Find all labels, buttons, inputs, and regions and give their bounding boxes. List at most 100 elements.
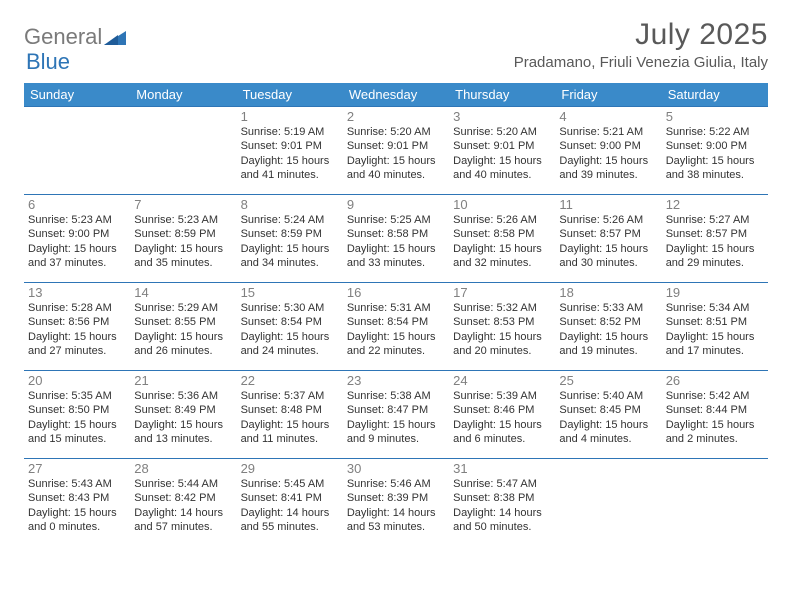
day-details: Sunrise: 5:31 AMSunset: 8:54 PMDaylight:… <box>347 301 445 358</box>
day-detail-line: Sunset: 8:46 PM <box>453 403 551 417</box>
day-details: Sunrise: 5:38 AMSunset: 8:47 PMDaylight:… <box>347 389 445 446</box>
day-detail-line: and 33 minutes. <box>347 256 445 270</box>
day-number: 8 <box>241 197 339 212</box>
day-details: Sunrise: 5:27 AMSunset: 8:57 PMDaylight:… <box>666 213 764 270</box>
day-detail-line: Sunrise: 5:31 AM <box>347 301 445 315</box>
day-detail-line: and 11 minutes. <box>241 432 339 446</box>
calendar-cell: 20Sunrise: 5:35 AMSunset: 8:50 PMDayligh… <box>24 370 130 458</box>
day-detail-line: Sunrise: 5:28 AM <box>28 301 126 315</box>
day-number: 3 <box>453 109 551 124</box>
day-detail-line: and 22 minutes. <box>347 344 445 358</box>
day-detail-line: Daylight: 15 hours <box>666 154 764 168</box>
calendar-cell: 19Sunrise: 5:34 AMSunset: 8:51 PMDayligh… <box>662 282 768 370</box>
day-detail-line: and 24 minutes. <box>241 344 339 358</box>
day-detail-line: Sunset: 8:50 PM <box>28 403 126 417</box>
day-detail-line: Sunset: 9:01 PM <box>453 139 551 153</box>
day-detail-line: Sunset: 9:00 PM <box>28 227 126 241</box>
calendar-week-row: 1Sunrise: 5:19 AMSunset: 9:01 PMDaylight… <box>24 106 768 194</box>
day-number: 29 <box>241 461 339 476</box>
day-detail-line: Sunrise: 5:44 AM <box>134 477 232 491</box>
day-detail-line: Sunset: 8:45 PM <box>559 403 657 417</box>
calendar-cell: 2Sunrise: 5:20 AMSunset: 9:01 PMDaylight… <box>343 106 449 194</box>
day-detail-line: and 13 minutes. <box>134 432 232 446</box>
day-detail-line: Daylight: 15 hours <box>347 418 445 432</box>
day-detail-line: Daylight: 15 hours <box>347 154 445 168</box>
day-details: Sunrise: 5:39 AMSunset: 8:46 PMDaylight:… <box>453 389 551 446</box>
day-detail-line: Sunset: 8:42 PM <box>134 491 232 505</box>
day-detail-line: Daylight: 14 hours <box>241 506 339 520</box>
day-detail-line: and 17 minutes. <box>666 344 764 358</box>
day-detail-line: Sunset: 8:54 PM <box>347 315 445 329</box>
day-details: Sunrise: 5:42 AMSunset: 8:44 PMDaylight:… <box>666 389 764 446</box>
day-number: 24 <box>453 373 551 388</box>
calendar-cell <box>555 458 661 546</box>
title-block: July 2025 Pradamano, Friuli Venezia Giul… <box>514 18 768 71</box>
day-number: 12 <box>666 197 764 212</box>
day-detail-line: Sunrise: 5:21 AM <box>559 125 657 139</box>
calendar-cell: 4Sunrise: 5:21 AMSunset: 9:00 PMDaylight… <box>555 106 661 194</box>
day-number: 6 <box>28 197 126 212</box>
day-detail-line: and 32 minutes. <box>453 256 551 270</box>
day-detail-line: Sunrise: 5:47 AM <box>453 477 551 491</box>
day-detail-line: and 40 minutes. <box>347 168 445 182</box>
brand-shape-icon <box>104 29 126 45</box>
brand-logo: General <box>24 24 128 50</box>
day-number: 22 <box>241 373 339 388</box>
calendar-cell: 8Sunrise: 5:24 AMSunset: 8:59 PMDaylight… <box>237 194 343 282</box>
day-number: 28 <box>134 461 232 476</box>
day-detail-line: Sunset: 8:44 PM <box>666 403 764 417</box>
day-detail-line: Daylight: 15 hours <box>453 418 551 432</box>
month-title: July 2025 <box>514 18 768 52</box>
day-detail-line: Daylight: 15 hours <box>241 154 339 168</box>
day-detail-line: Sunrise: 5:32 AM <box>453 301 551 315</box>
calendar-cell: 7Sunrise: 5:23 AMSunset: 8:59 PMDaylight… <box>130 194 236 282</box>
day-detail-line: Sunrise: 5:36 AM <box>134 389 232 403</box>
day-detail-line: Sunrise: 5:26 AM <box>453 213 551 227</box>
day-detail-line: Sunrise: 5:35 AM <box>28 389 126 403</box>
day-details: Sunrise: 5:23 AMSunset: 8:59 PMDaylight:… <box>134 213 232 270</box>
day-number: 5 <box>666 109 764 124</box>
day-detail-line: Sunrise: 5:33 AM <box>559 301 657 315</box>
day-detail-line: Daylight: 15 hours <box>453 154 551 168</box>
day-detail-line: Sunrise: 5:24 AM <box>241 213 339 227</box>
day-number: 21 <box>134 373 232 388</box>
day-detail-line: and 2 minutes. <box>666 432 764 446</box>
day-detail-line: Daylight: 15 hours <box>347 242 445 256</box>
day-detail-line: Sunrise: 5:30 AM <box>241 301 339 315</box>
day-details: Sunrise: 5:23 AMSunset: 9:00 PMDaylight:… <box>28 213 126 270</box>
calendar-cell: 30Sunrise: 5:46 AMSunset: 8:39 PMDayligh… <box>343 458 449 546</box>
day-detail-line: and 40 minutes. <box>453 168 551 182</box>
day-detail-line: Sunset: 8:47 PM <box>347 403 445 417</box>
day-number: 14 <box>134 285 232 300</box>
calendar-cell: 26Sunrise: 5:42 AMSunset: 8:44 PMDayligh… <box>662 370 768 458</box>
calendar-cell: 6Sunrise: 5:23 AMSunset: 9:00 PMDaylight… <box>24 194 130 282</box>
day-details: Sunrise: 5:47 AMSunset: 8:38 PMDaylight:… <box>453 477 551 534</box>
calendar-cell: 3Sunrise: 5:20 AMSunset: 9:01 PMDaylight… <box>449 106 555 194</box>
calendar-week-row: 27Sunrise: 5:43 AMSunset: 8:43 PMDayligh… <box>24 458 768 546</box>
calendar-table: Sunday Monday Tuesday Wednesday Thursday… <box>24 83 768 546</box>
calendar-cell: 29Sunrise: 5:45 AMSunset: 8:41 PMDayligh… <box>237 458 343 546</box>
day-number: 30 <box>347 461 445 476</box>
day-detail-line: Sunrise: 5:45 AM <box>241 477 339 491</box>
day-detail-line: Sunrise: 5:22 AM <box>666 125 764 139</box>
day-detail-line: Daylight: 15 hours <box>559 154 657 168</box>
day-detail-line: Daylight: 15 hours <box>241 418 339 432</box>
day-detail-line: Sunset: 8:48 PM <box>241 403 339 417</box>
day-detail-line: Daylight: 15 hours <box>28 330 126 344</box>
day-detail-line: Sunrise: 5:23 AM <box>28 213 126 227</box>
day-detail-line: and 26 minutes. <box>134 344 232 358</box>
day-number: 20 <box>28 373 126 388</box>
day-detail-line: Sunset: 8:52 PM <box>559 315 657 329</box>
dayhead-mon: Monday <box>130 83 236 106</box>
day-detail-line: Daylight: 15 hours <box>453 242 551 256</box>
day-detail-line: and 4 minutes. <box>559 432 657 446</box>
day-detail-line: and 50 minutes. <box>453 520 551 534</box>
day-number: 18 <box>559 285 657 300</box>
day-detail-line: Sunrise: 5:27 AM <box>666 213 764 227</box>
day-detail-line: Daylight: 15 hours <box>453 330 551 344</box>
day-number: 15 <box>241 285 339 300</box>
day-number: 9 <box>347 197 445 212</box>
day-detail-line: Sunrise: 5:34 AM <box>666 301 764 315</box>
day-details: Sunrise: 5:46 AMSunset: 8:39 PMDaylight:… <box>347 477 445 534</box>
day-detail-line: Daylight: 15 hours <box>241 242 339 256</box>
